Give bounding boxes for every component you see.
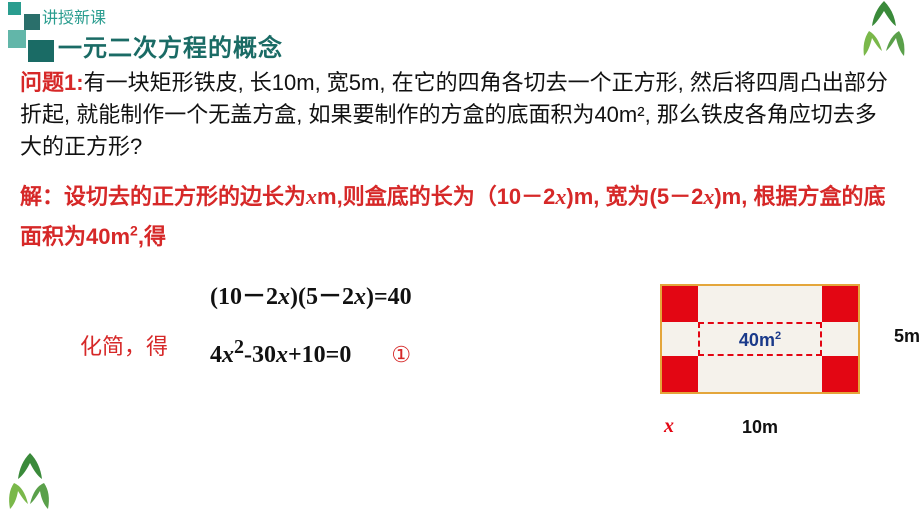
eq2-c: +10=0 — [288, 342, 351, 368]
solution-paragraph: 解：设切去的正方形的边长为xm,则盒底的长为（10－2x)m, 宽为(5－2x)… — [20, 177, 890, 258]
sol-seg-2: m,则盒底的长为（10－2 — [317, 184, 555, 209]
eq1-b: )(5－2 — [290, 284, 354, 310]
outer-rect: 40m2 — [660, 284, 860, 394]
box-diagram: 40m2 5m 10m x — [660, 284, 890, 414]
area-label: 40m2 — [662, 330, 858, 351]
equation-circ: ① — [391, 342, 411, 367]
eq1-c: )=40 — [366, 284, 412, 310]
eq2-x1: x — [222, 342, 234, 368]
lecture-header: 讲授新课 — [0, 0, 920, 30]
sol-seg-5: ,得 — [138, 224, 166, 249]
sol-var-3: x — [703, 184, 714, 209]
mini-logo-icon — [8, 2, 40, 30]
eq1-a: (10－2 — [210, 284, 278, 310]
x-label: x — [664, 415, 674, 438]
eq2-sup: 2 — [234, 336, 244, 358]
eq2-a: 4 — [210, 342, 222, 368]
problem-statement: 问题1:有一块矩形铁皮, 长10m, 宽5m, 在它的四角各切去一个正方形, 然… — [20, 65, 890, 163]
leaf-decoration-bottom — [2, 451, 57, 516]
problem-text: 有一块矩形铁皮, 长10m, 宽5m, 在它的四角各切去一个正方形, 然后将四周… — [20, 70, 888, 159]
problem-label: 问题1: — [20, 70, 84, 95]
sol-var-1: x — [306, 184, 317, 209]
eq2-b: -30 — [244, 342, 276, 368]
corner-bl — [662, 356, 698, 392]
area-sup: 2 — [775, 330, 781, 342]
title-logo-icon — [8, 30, 54, 62]
corner-tr — [822, 286, 858, 322]
sol-seg-3: )m, 宽为(5－2 — [566, 184, 703, 209]
width-label: 10m — [660, 417, 860, 438]
sol-var-2: x — [555, 184, 566, 209]
height-label: 5m — [894, 326, 920, 347]
equation-1: (10－2x)(5－2x)=40 — [20, 276, 650, 311]
sol-sup: 2 — [130, 223, 138, 239]
area-val: 40m — [739, 330, 775, 350]
lecture-label: 讲授新课 — [42, 4, 106, 28]
title-row: 一元二次方程的概念 — [0, 28, 920, 63]
corner-tl — [662, 286, 698, 322]
corner-br — [822, 356, 858, 392]
eq1-x2: x — [354, 284, 366, 310]
eq2-x2: x — [276, 342, 288, 368]
section-title: 一元二次方程的概念 — [58, 28, 283, 63]
eq1-x1: x — [278, 284, 290, 310]
leaf-decoration-top — [854, 0, 914, 66]
sol-seg-1: 解：设切去的正方形的边长为 — [20, 184, 306, 209]
